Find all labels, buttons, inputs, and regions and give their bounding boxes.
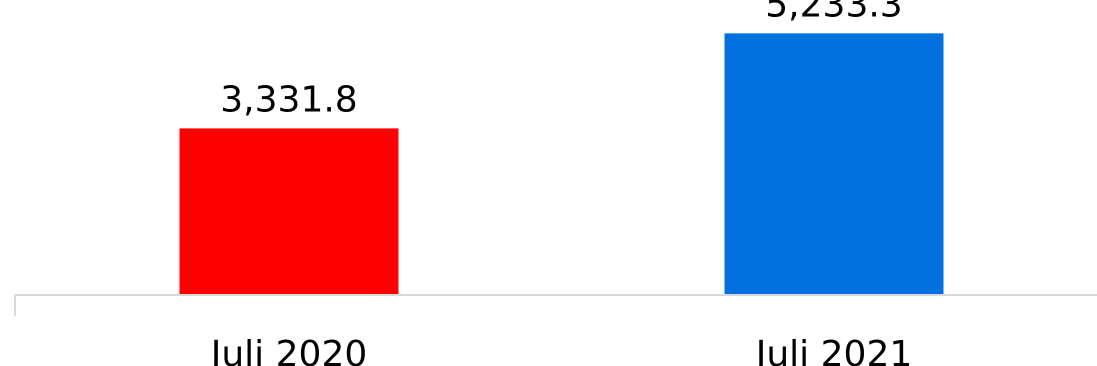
x-tick-label-1: Juli 2020 [209,334,368,366]
x-tick-label-2: Juli 2021 [754,334,913,366]
labels-group: 3,331.8 5,233.3 [220,0,902,120]
tick-labels-group: Juli 2020 Juli 2021 [209,334,913,366]
data-label-2: 5,233.3 [765,0,902,25]
bar-2 [724,33,944,296]
data-label-1: 3,331.8 [220,79,357,120]
bars-group [179,33,944,296]
bar-1 [179,128,399,295]
